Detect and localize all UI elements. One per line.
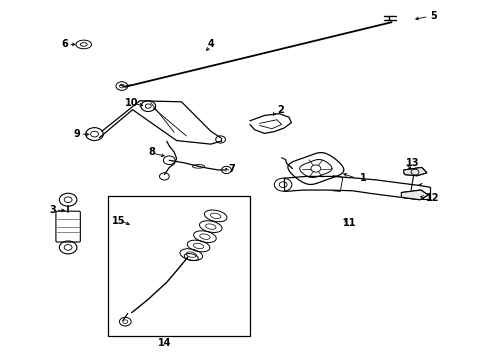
Text: 6: 6 <box>62 39 69 49</box>
Text: 7: 7 <box>228 164 235 174</box>
Text: 4: 4 <box>207 39 214 49</box>
Text: 3: 3 <box>49 206 56 216</box>
Text: 14: 14 <box>158 338 171 348</box>
Text: 12: 12 <box>426 193 440 203</box>
Text: 13: 13 <box>406 158 420 168</box>
Text: 1: 1 <box>360 173 367 183</box>
Text: 9: 9 <box>73 129 80 139</box>
Polygon shape <box>401 190 428 200</box>
Text: 5: 5 <box>431 11 438 21</box>
Text: 15: 15 <box>112 216 125 226</box>
Bar <box>108 196 250 336</box>
Text: 10: 10 <box>125 98 139 108</box>
Text: 8: 8 <box>149 147 156 157</box>
Text: 11: 11 <box>343 218 356 228</box>
Text: 2: 2 <box>277 105 284 115</box>
Polygon shape <box>404 167 427 176</box>
